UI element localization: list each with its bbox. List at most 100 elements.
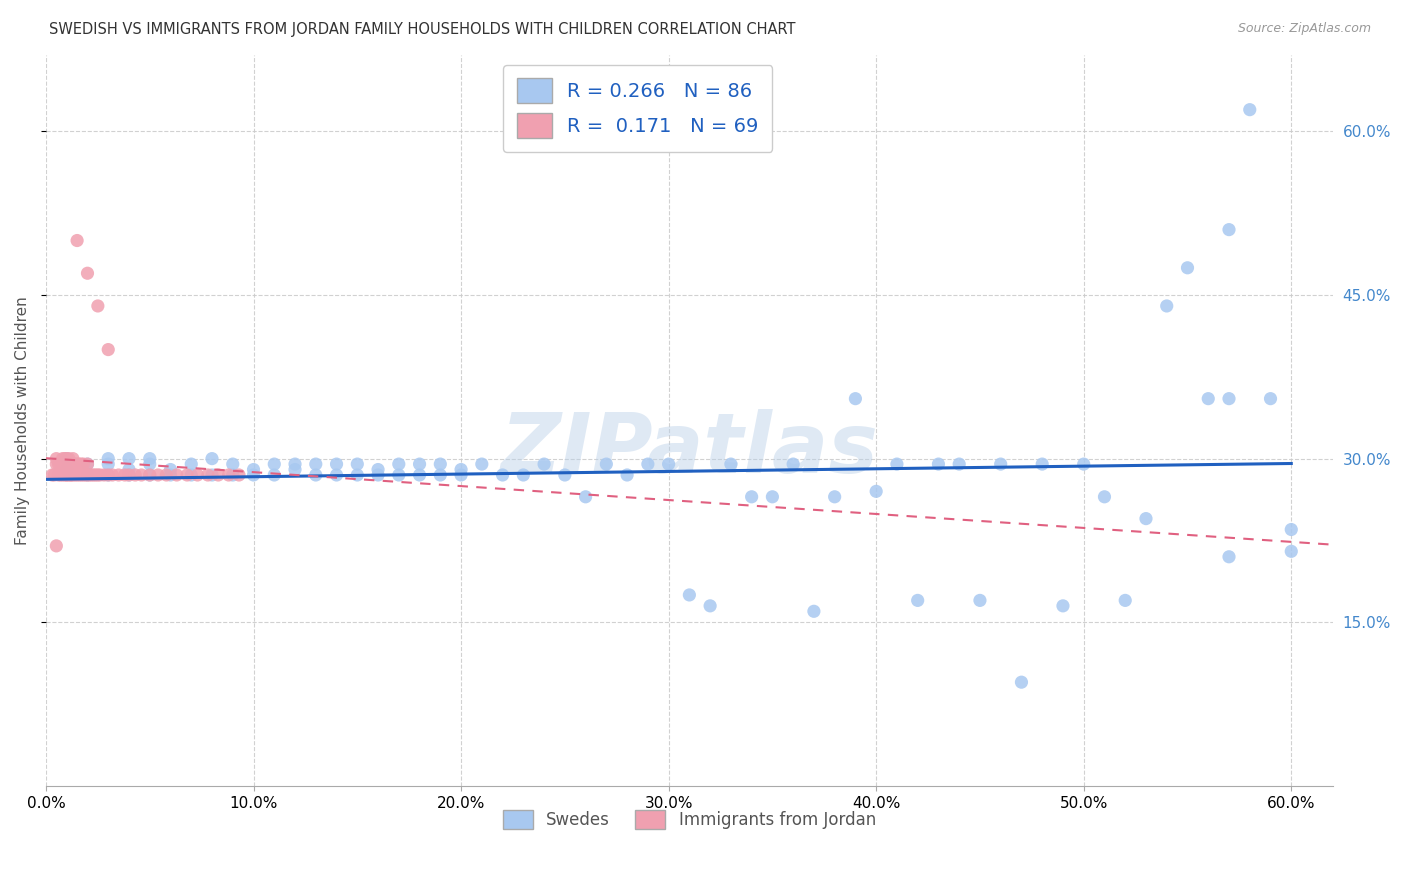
Point	[67, 457, 90, 471]
Text: SWEDISH VS IMMIGRANTS FROM JORDAN FAMILY HOUSEHOLDS WITH CHILDREN CORRELATION CH: SWEDISH VS IMMIGRANTS FROM JORDAN FAMILY…	[49, 22, 796, 37]
Point	[305, 467, 328, 482]
Text: Source: ZipAtlas.com: Source: ZipAtlas.com	[1237, 22, 1371, 36]
Point	[471, 457, 494, 471]
Point	[59, 467, 82, 482]
Point	[450, 467, 472, 482]
Point	[55, 457, 77, 471]
Point	[107, 467, 129, 482]
Point	[58, 467, 80, 482]
Point	[325, 467, 347, 482]
Point	[70, 467, 93, 482]
Point	[1031, 457, 1053, 471]
Point	[824, 490, 846, 504]
Point	[72, 467, 94, 482]
Point	[222, 457, 245, 471]
Point	[263, 467, 285, 482]
Point	[80, 467, 103, 482]
Point	[166, 467, 188, 482]
Point	[76, 467, 98, 482]
Point	[45, 457, 67, 471]
Point	[79, 467, 101, 482]
Point	[66, 467, 89, 482]
Point	[491, 467, 513, 482]
Point	[533, 457, 555, 471]
Point	[207, 467, 229, 482]
Point	[346, 457, 368, 471]
Point	[118, 451, 141, 466]
Point	[761, 490, 783, 504]
Point	[1260, 392, 1282, 406]
Point	[55, 467, 77, 482]
Point	[72, 457, 94, 471]
Point	[52, 467, 75, 482]
Point	[101, 467, 124, 482]
Point	[83, 467, 105, 482]
Point	[201, 467, 224, 482]
Point	[218, 467, 240, 482]
Point	[990, 457, 1012, 471]
Point	[97, 451, 120, 466]
Point	[48, 457, 70, 471]
Point	[62, 467, 84, 482]
Point	[87, 467, 110, 482]
Y-axis label: Family Households with Children: Family Households with Children	[15, 296, 30, 545]
Point	[76, 266, 98, 280]
Point	[1279, 523, 1302, 537]
Point	[1197, 392, 1219, 406]
Point	[84, 467, 107, 482]
Point	[139, 467, 162, 482]
Point	[146, 467, 169, 482]
Point	[284, 457, 307, 471]
Point	[782, 457, 804, 471]
Point	[52, 457, 75, 471]
Point	[89, 467, 111, 482]
Point	[97, 457, 120, 471]
Point	[886, 457, 908, 471]
Point	[159, 467, 181, 482]
Point	[76, 457, 98, 471]
Point	[139, 457, 162, 471]
Point	[803, 604, 825, 618]
Point	[97, 467, 120, 482]
Point	[118, 462, 141, 476]
Point	[367, 462, 389, 476]
Point	[1114, 593, 1136, 607]
Point	[180, 467, 202, 482]
Point	[1073, 457, 1095, 471]
Point	[53, 451, 76, 466]
Point	[1177, 260, 1199, 275]
Point	[76, 467, 98, 482]
Point	[575, 490, 598, 504]
Point	[865, 484, 887, 499]
Point	[658, 457, 681, 471]
Point	[1218, 222, 1240, 236]
Point	[41, 467, 63, 482]
Point	[87, 299, 110, 313]
Point	[367, 467, 389, 482]
Point	[1052, 599, 1074, 613]
Point	[242, 462, 264, 476]
Point	[49, 467, 72, 482]
Point	[180, 457, 202, 471]
Point	[131, 467, 153, 482]
Point	[948, 457, 970, 471]
Point	[325, 457, 347, 471]
Point	[45, 539, 67, 553]
Point	[512, 467, 534, 482]
Point	[139, 467, 162, 482]
Point	[242, 467, 264, 482]
Point	[66, 234, 89, 248]
Point	[52, 451, 75, 466]
Point	[1135, 511, 1157, 525]
Point	[263, 457, 285, 471]
Point	[408, 457, 430, 471]
Point	[408, 467, 430, 482]
Point	[222, 467, 245, 482]
Point	[197, 467, 219, 482]
Point	[678, 588, 700, 602]
Point	[114, 467, 136, 482]
Point	[1218, 392, 1240, 406]
Point	[927, 457, 949, 471]
Point	[75, 467, 97, 482]
Point	[63, 457, 86, 471]
